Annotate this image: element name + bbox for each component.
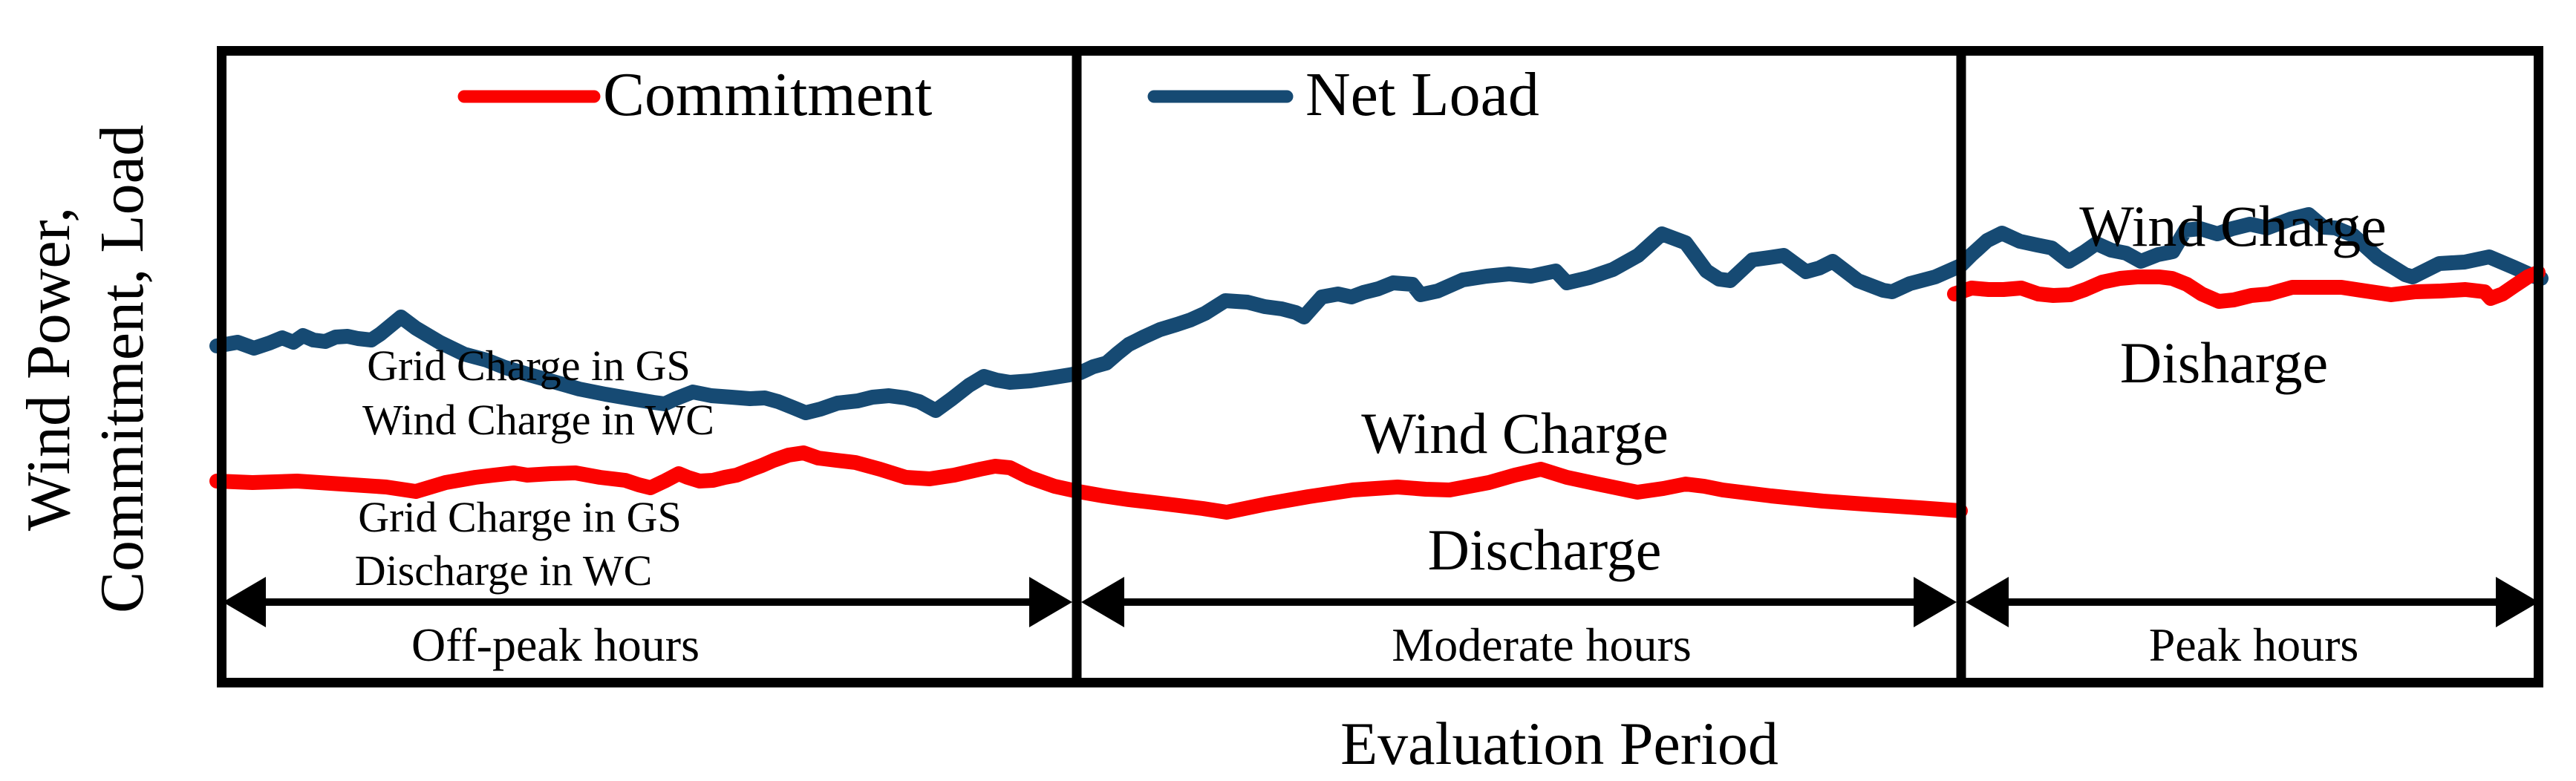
annotation-peak-commit-label: Disharge <box>2119 330 2329 395</box>
y-axis-label-line1: Wind Power, <box>13 206 83 532</box>
annotation-moderate-netload-label: Wind Charge <box>1361 401 1669 465</box>
net-load-line-segment-1 <box>209 207 2549 420</box>
commitment-line-segment-1 <box>209 445 1968 520</box>
annotation-peak-netload-label: Wind Charge <box>2079 194 2387 258</box>
annotation-offpeak-commit-line1: Grid Charge in GS <box>358 493 682 541</box>
y-axis-label-line2: Commitment, Load <box>88 125 157 613</box>
annotation-moderate-commit-label: Discharge <box>1427 517 1662 582</box>
section-arrow-right-head-icon <box>1029 577 1072 627</box>
section-label-peak-hours: Peak hours <box>2148 618 2359 671</box>
section-arrow-left-head-icon <box>223 577 266 627</box>
section-arrow-left-head-icon <box>1966 577 2009 627</box>
legend-label-net-load: Net Load <box>1305 60 1539 129</box>
y-axis-label: Wind Power, Commitment, Load <box>12 125 159 613</box>
section-label-moderate-hours: Moderate hours <box>1392 618 1692 671</box>
plot-frame <box>217 46 2543 687</box>
section-arrow-right-head-icon <box>1914 577 1957 627</box>
commitment-line-segment-2 <box>1947 265 2546 309</box>
section-label-off-peak-hours: Off-peak hours <box>411 618 700 671</box>
section-arrow-left-head-icon <box>1081 577 1124 627</box>
annotation-offpeak-netload-line1: Grid Charge in GS <box>367 342 691 390</box>
x-axis-label: Evaluation Period <box>1340 710 1778 777</box>
annotation-offpeak-netload-line2: Wind Charge in WC <box>362 396 714 444</box>
legend-label-commitment: Commitment <box>603 60 933 129</box>
annotation-offpeak-commit-line2: Discharge in WC <box>354 546 653 595</box>
section-arrow-right-head-icon <box>2496 577 2539 627</box>
